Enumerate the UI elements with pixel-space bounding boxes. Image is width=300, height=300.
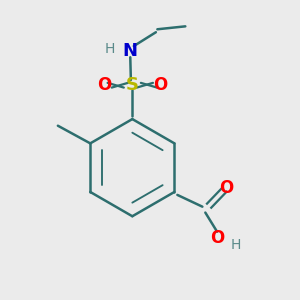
Text: H: H (105, 42, 116, 56)
Text: O: O (219, 178, 234, 196)
Text: O: O (210, 229, 224, 247)
Text: N: N (122, 42, 137, 60)
Text: S: S (126, 76, 139, 94)
Text: O: O (153, 76, 167, 94)
Text: H: H (231, 238, 242, 252)
Text: O: O (97, 76, 112, 94)
